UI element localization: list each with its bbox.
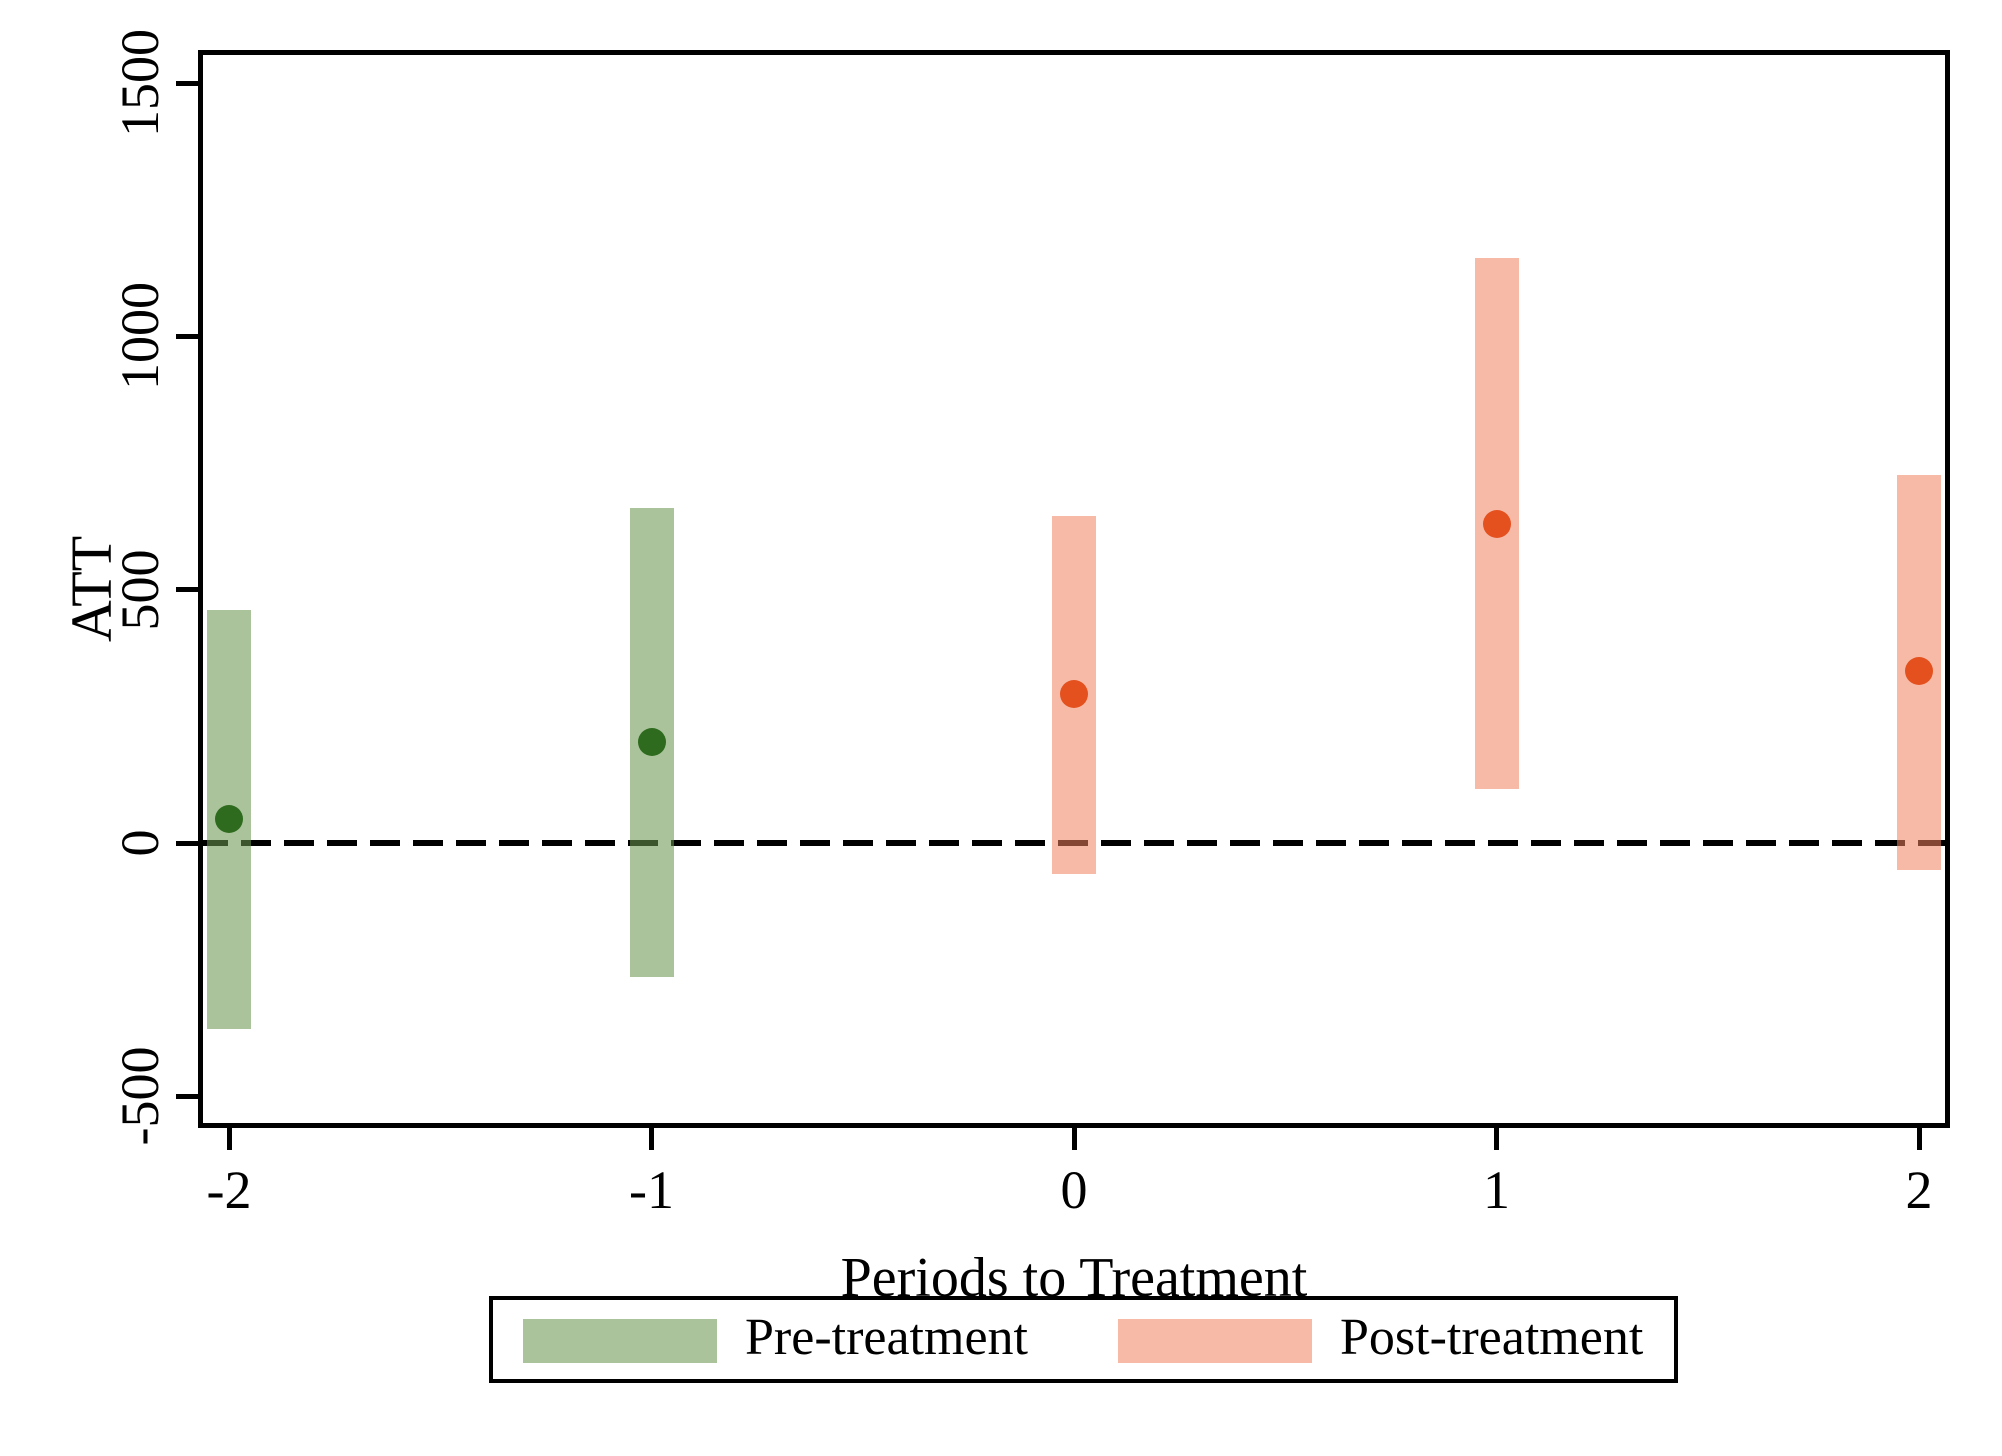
x-tick-label: 1 [1483,1160,1510,1220]
legend-swatch-post-treatment [1118,1319,1312,1363]
point-estimate-post-treatment [1905,656,1933,685]
y-tick-mark [176,80,198,86]
point-estimate-pre-treatment [637,727,666,756]
legend-label-post-treatment: Post-treatment [1340,1308,1644,1366]
y-tick-mark [176,840,198,846]
y-tick-mark [176,1093,198,1099]
y-tick-label: 1000 [110,282,170,391]
point-estimate-post-treatment [1060,680,1088,709]
x-tick-mark [226,1128,232,1150]
plot-frame [198,50,1950,1128]
x-tick-mark [1071,1128,1077,1150]
x-tick-label: -2 [206,1160,252,1220]
y-axis-title: ATT [59,535,124,643]
legend-box: Pre-treatment Post-treatment [489,1296,1678,1383]
x-tick-mark [1916,1128,1922,1150]
legend-label-pre-treatment: Pre-treatment [745,1308,1028,1366]
x-tick-label: 0 [1060,1160,1088,1220]
x-tick-label: 2 [1905,1160,1933,1220]
y-tick-mark [176,587,198,593]
legend-swatch-pre-treatment [523,1319,717,1363]
y-tick-mark [176,333,198,339]
point-estimate-pre-treatment [215,804,243,833]
y-tick-label: -500 [110,1046,170,1146]
x-tick-label: -1 [629,1160,674,1220]
point-estimate-post-treatment [1482,510,1511,539]
y-tick-label: 1500 [110,29,170,138]
x-tick-mark [1494,1128,1499,1150]
x-tick-mark [649,1128,654,1150]
y-tick-label: 0 [110,829,170,857]
